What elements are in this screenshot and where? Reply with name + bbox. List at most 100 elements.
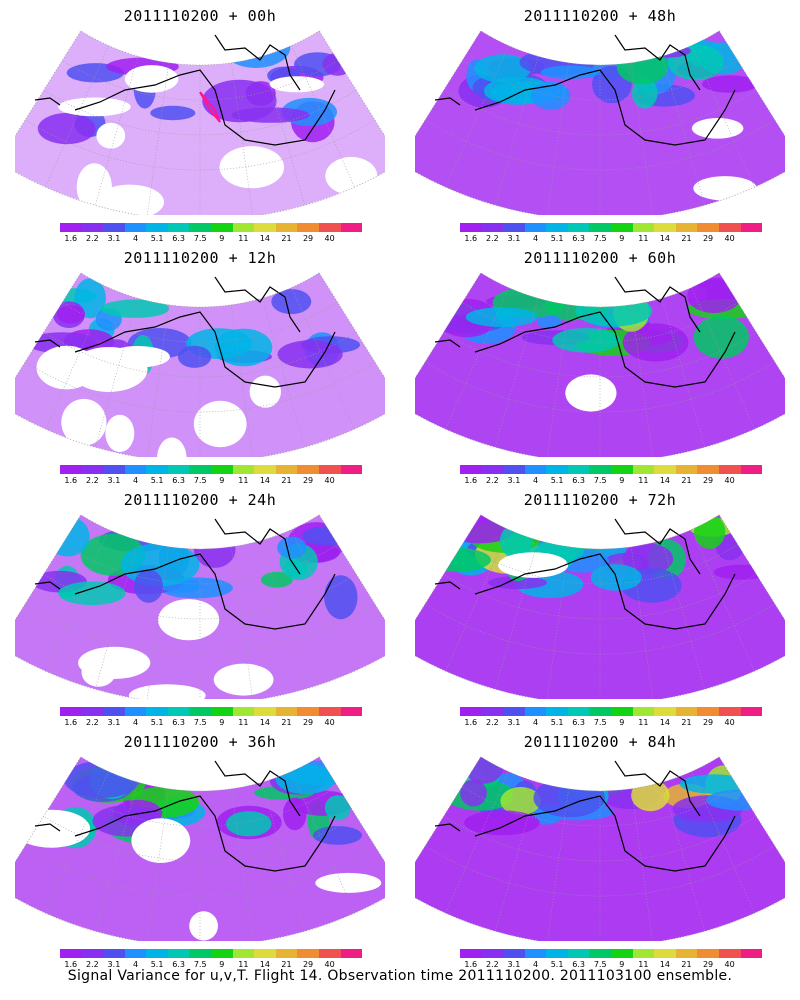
latitude-line [62,786,338,827]
latitude-line [24,845,376,897]
latitude-line [24,361,376,413]
colorbar-label: 7.5 [193,234,207,243]
colorbar-swatch [503,223,525,232]
colorbar-label: 6.3 [172,234,186,243]
colorbar-label: 4 [132,234,139,243]
meridian-line [661,540,706,690]
colorbar-swatch [297,465,319,474]
colorbar-label: 14 [259,476,271,485]
variance-blob [540,65,600,80]
variance-blob [531,81,571,110]
coastline [434,97,461,106]
colorbar-swatch [340,707,363,716]
panel-title: 2011110200 + 84h [523,733,677,751]
colorbar-label: 6.3 [172,476,186,485]
meridian-line [146,546,169,699]
no-data-region [498,552,569,578]
no-data-region [15,809,91,848]
coastline [614,276,701,333]
variance-blob [324,795,351,821]
map-panel-3: 2011110200 + 60h 1.6 2.2 3.1 4 5.1 6.3 7.5 9 11 1… [400,242,800,487]
variance-blob [420,548,491,572]
meridian-line [494,540,539,690]
variance-blob [261,571,293,588]
colorbar-swatch [254,707,276,716]
colorbar-swatch [167,465,190,474]
colorbar-swatch [654,223,676,232]
colorbar-label: 7.5 [193,718,207,727]
colorbar-swatch [654,949,676,958]
map-border [15,756,385,941]
colorbar-swatch [503,465,525,474]
variance-blob [150,105,196,121]
coastlines [434,518,736,630]
no-data-region [58,97,131,117]
no-data-region [128,684,206,699]
colorbar-swatch [697,949,719,958]
variance-blob [713,564,771,580]
colorbar-label: 2.2 [485,960,499,969]
colorbar-label: 4 [532,718,539,727]
colorbar-label: 21 [681,718,692,727]
coastline [214,760,301,817]
latitude-line [43,331,357,378]
colorbar-swatch [103,223,125,232]
colorbar-swatch [675,223,698,232]
graticule [24,287,376,457]
colorbar-swatch [740,223,763,232]
map-border [415,756,785,941]
variance-blob [188,520,212,536]
latitude-line [462,544,738,585]
colorbar-label: 6.3 [572,234,586,243]
no-data-region [157,437,187,457]
colorbar-label: 9 [619,234,625,243]
panel-title: 2011110200 + 72h [523,491,677,509]
colorbar-label: 6.3 [172,718,186,727]
coastline [434,823,461,832]
colorbar-swatch [124,707,147,716]
colorbar: 1.6 2.2 3.1 4 5.1 6.3 7.5 9 11 14 21 29 40 [460,465,763,487]
panel-title: 2011110200 + 36h [123,733,277,751]
colorbar-label: 21 [281,960,292,969]
coastline [214,276,301,333]
colorbar-label: 11 [638,234,649,243]
meridian-line [45,529,109,672]
colorbar-swatch [546,223,568,232]
coastline [614,760,701,817]
colorbar-swatch [189,223,212,232]
flight-track-outline [199,91,221,123]
colorbar-swatch [189,949,212,958]
graticule [24,529,376,699]
colorbar-swatch [124,465,147,474]
no-data-region [315,872,382,893]
colorbar-swatch [524,949,547,958]
colorbar-label: 6.3 [572,718,586,727]
meridian-line [546,546,569,699]
colorbar-labels: 1.6 2.2 3.1 4 5.1 6.3 7.5 9 11 14 21 29 40 [60,716,362,728]
variance-blob [277,536,307,559]
colorbar-swatch [567,465,590,474]
colorbar-label: 40 [724,234,735,243]
coastlines [34,518,336,630]
map-border [415,30,785,215]
colorbar-label: 7.5 [193,960,207,969]
meridian-line [231,304,254,457]
variance-blob [575,295,653,327]
colorbar-label: 29 [302,234,314,243]
coastline [614,518,701,575]
colorbar-label: 5.1 [550,476,564,485]
coastline [214,518,301,575]
colorbar-swatch [611,465,633,474]
no-data-region [249,375,281,408]
no-data-region [189,911,219,941]
variance-blob [100,299,170,318]
colorbar-swatch [718,223,741,232]
colorbar-swatches [460,707,763,716]
map-panel-1: 2011110200 + 48h 1.6 2.2 3.1 4 5.1 6.3 7.5 9 11 1… [400,0,800,245]
variance-map [415,756,785,941]
colorbar-label: 21 [281,718,292,727]
meridian-line [291,529,355,672]
variance-blob [622,543,674,575]
meridian-line [231,788,254,941]
latitude-line [443,573,757,620]
